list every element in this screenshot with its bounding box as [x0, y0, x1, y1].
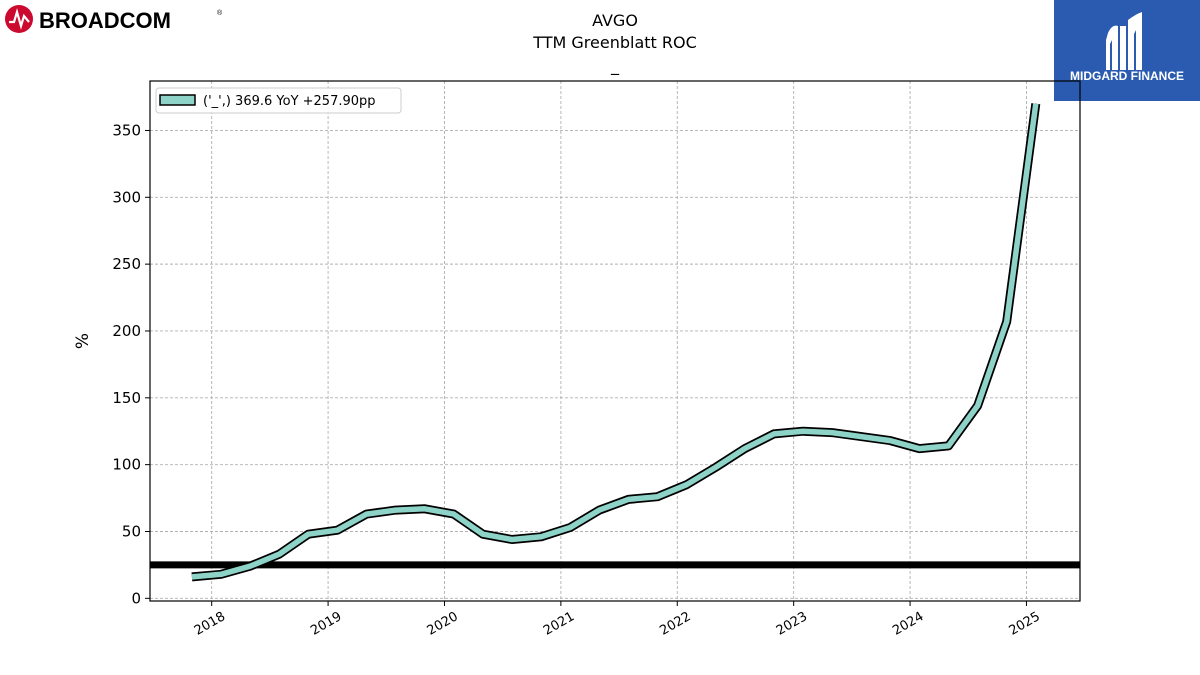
- data-point: [1005, 320, 1007, 322]
- data-point: [860, 435, 862, 437]
- data-point: [423, 508, 425, 510]
- midgard-logo-text: MIDGARD FINANCE: [1070, 69, 1184, 83]
- chart-title: AVGO: [592, 11, 638, 30]
- data-point: [685, 484, 687, 486]
- data-point: [976, 405, 978, 407]
- data-point: [802, 430, 804, 432]
- data-point: [918, 447, 920, 449]
- x-tick-label: 2024: [890, 609, 926, 639]
- data-point: [1035, 103, 1037, 105]
- data-point: [220, 573, 222, 575]
- data-point: [336, 529, 338, 531]
- x-tick-label: 2018: [192, 609, 228, 639]
- midgard-logo-background: [1054, 0, 1200, 101]
- data-point: [453, 513, 455, 515]
- x-tick-label: 2023: [774, 609, 810, 639]
- data-point: [307, 533, 309, 535]
- data-point: [249, 565, 251, 567]
- data-point: [744, 447, 746, 449]
- plot-frame: [149, 80, 1081, 602]
- midgard-finance-logo: MIDGARD FINANCE: [1054, 0, 1200, 101]
- data-point: [569, 526, 571, 528]
- broadcom-logo: BROADCOM ®: [5, 5, 223, 33]
- data-point: [394, 509, 396, 511]
- x-tick-label: 2019: [308, 609, 344, 639]
- data-point: [773, 433, 775, 435]
- data-point: [714, 466, 716, 468]
- broadcom-logo-pulse: [9, 8, 30, 30]
- chart-subtitle: TTM Greenblatt ROC: [533, 33, 697, 52]
- data-point: [540, 536, 542, 538]
- data-point: [511, 538, 513, 540]
- y-tick-label: 250: [112, 255, 141, 273]
- broadcom-registered-mark: ®: [217, 9, 223, 17]
- chart-subtitle-underscore: _: [611, 56, 619, 75]
- data-point: [831, 431, 833, 433]
- y-tick-label: 100: [112, 456, 141, 474]
- x-tick-label: 2021: [541, 609, 577, 639]
- y-tick-label: 200: [112, 322, 141, 340]
- data-point: [278, 553, 280, 555]
- x-tick-label: 2025: [1007, 609, 1043, 639]
- data-point: [947, 445, 949, 447]
- y-tick-label: 0: [131, 589, 141, 607]
- legend-box: [155, 87, 402, 114]
- data-point: [598, 509, 600, 511]
- y-tick-label: 300: [112, 188, 141, 206]
- series-line: [191, 103, 1039, 580]
- data-point: [191, 576, 193, 578]
- data-point: [482, 533, 484, 535]
- x-tick-label: 2020: [425, 609, 461, 639]
- y-tick-label: 150: [112, 389, 141, 407]
- y-tick-label: 350: [112, 121, 141, 139]
- data-point: [656, 496, 658, 498]
- data-point: [889, 439, 891, 441]
- x-tick-label: 2022: [657, 609, 693, 639]
- broadcom-logo-text: BROADCOM: [39, 8, 171, 33]
- y-axis-label: %: [73, 333, 93, 349]
- data-point: [365, 513, 367, 515]
- data-point: [627, 498, 629, 500]
- midgard-logo-mark: [1106, 12, 1142, 70]
- legend-label: ('_',) 369.6 YoY +257.90pp: [203, 94, 376, 109]
- legend-swatch: [159, 94, 196, 106]
- y-tick-label: 50: [122, 522, 141, 540]
